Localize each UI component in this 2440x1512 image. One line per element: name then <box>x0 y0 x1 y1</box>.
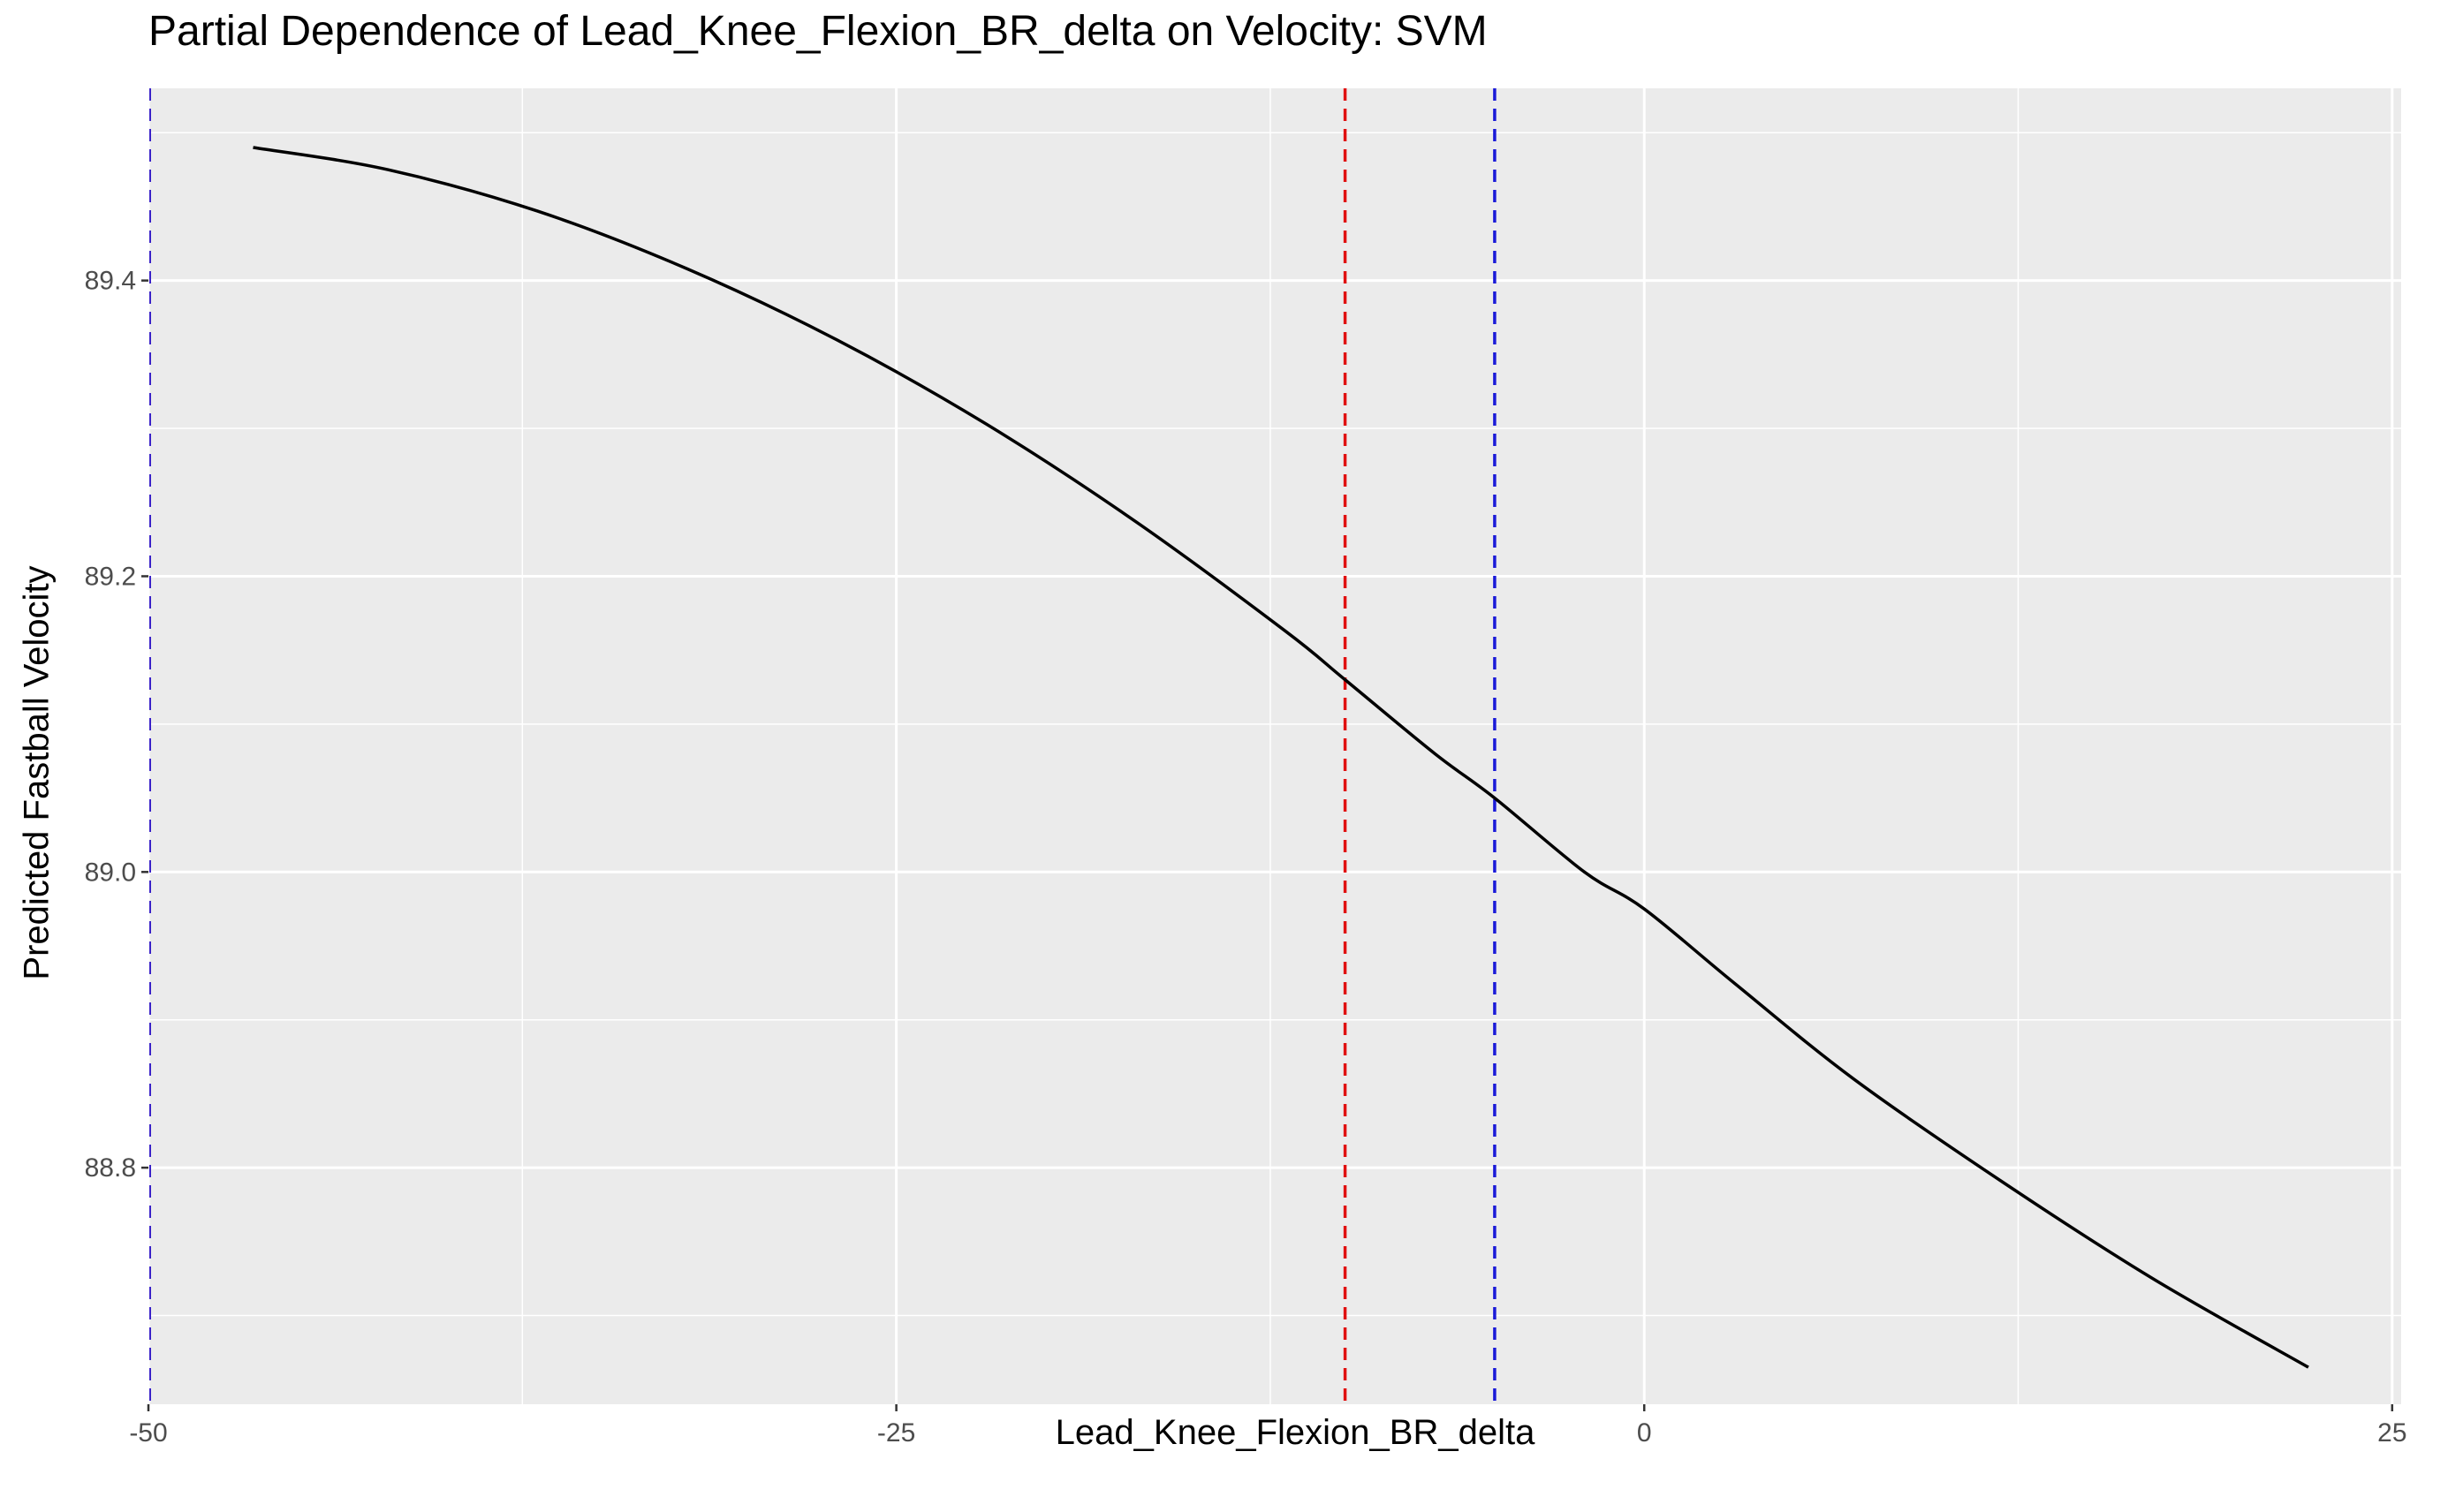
x-tick-label: -50 <box>129 1418 167 1448</box>
series-lines <box>253 146 2309 1369</box>
x-tick-label: -25 <box>877 1418 915 1448</box>
y-tick-label: 89.4 <box>85 267 136 296</box>
chart-title: Partial Dependence of Lead_Knee_Flexion_… <box>148 8 1488 55</box>
grid-major <box>147 88 2401 1404</box>
y-axis-label: Predicted Fastball Velocity <box>17 565 57 980</box>
x-axis: -50 -25 0 25 <box>129 1404 2407 1448</box>
x-tick-label: 25 <box>2377 1418 2406 1448</box>
y-tick-label: 89.0 <box>85 858 136 887</box>
y-tick-label: 89.2 <box>85 562 136 591</box>
grid-minor <box>148 88 2401 1404</box>
plot-panel <box>148 88 2401 1404</box>
reference-lines <box>149 88 1497 1404</box>
y-tick-label: 88.8 <box>85 1153 136 1183</box>
x-axis-label: Lead_Knee_Flexion_BR_delta <box>1055 1413 1535 1452</box>
y-axis: 88.8 89.0 89.2 89.4 <box>85 267 148 1183</box>
series-line <box>253 146 2309 1369</box>
x-tick-label: 0 <box>1637 1418 1652 1448</box>
